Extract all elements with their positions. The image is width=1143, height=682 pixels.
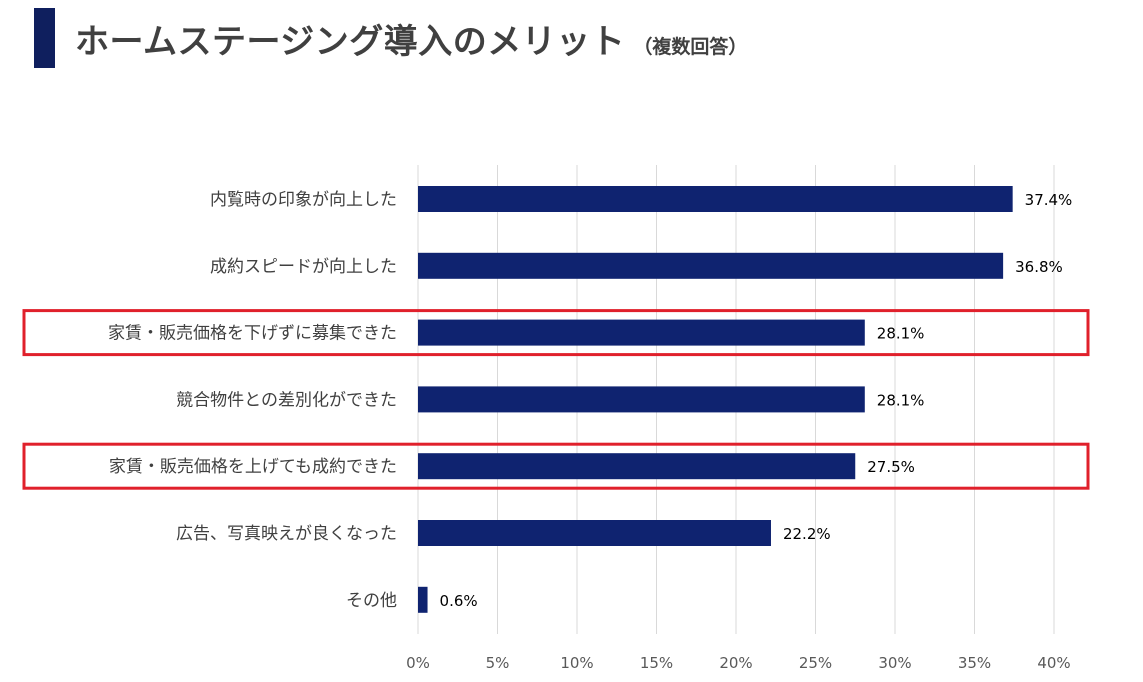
highlight-box (22, 442, 1090, 490)
x-tick-label: 25% (799, 654, 832, 672)
x-tick-label: 10% (560, 654, 593, 672)
title-accent-bar (34, 8, 55, 68)
category-label: 成約スピードが向上した (210, 257, 397, 277)
category-label: 内覧時の印象が向上した (210, 190, 397, 210)
bar (418, 319, 865, 346)
page-title: ホームステージング導入のメリット （複数回答） (75, 14, 747, 64)
x-tick-label: 30% (878, 654, 911, 672)
bar (418, 586, 428, 613)
x-tick-label: 15% (640, 654, 673, 672)
data-label: 28.1% (877, 325, 925, 343)
highlight-box (22, 309, 1090, 357)
data-label: 22.2% (783, 525, 831, 543)
chart-title: ホームステージング導入のメリット (75, 22, 626, 62)
category-label: その他 (346, 591, 397, 611)
category-label: 広告、写真映えが良くなった (176, 524, 397, 544)
data-label: 37.4% (1025, 191, 1073, 209)
data-label: 36.8% (1015, 258, 1063, 276)
data-label: 28.1% (877, 391, 925, 409)
x-tick-label: 40% (1037, 654, 1070, 672)
bar (418, 252, 1004, 279)
x-tick-label: 20% (719, 654, 752, 672)
data-label: 0.6% (440, 592, 478, 610)
x-tick-label: 35% (958, 654, 991, 672)
x-tick-label: 0% (406, 654, 430, 672)
chart-subtitle: （複数回答） (633, 36, 748, 58)
bar (418, 520, 771, 546)
category-label: 家賃・販売価格を上げても成約できた (109, 457, 397, 477)
bar (418, 186, 1013, 212)
category-label: 競合物件との差別化ができた (176, 390, 397, 410)
x-tick-label: 5% (486, 654, 510, 672)
category-label: 家賃・販売価格を下げずに募集できた (108, 324, 397, 344)
data-label: 27.5% (867, 458, 915, 476)
bar (418, 453, 856, 480)
bar (418, 386, 865, 413)
